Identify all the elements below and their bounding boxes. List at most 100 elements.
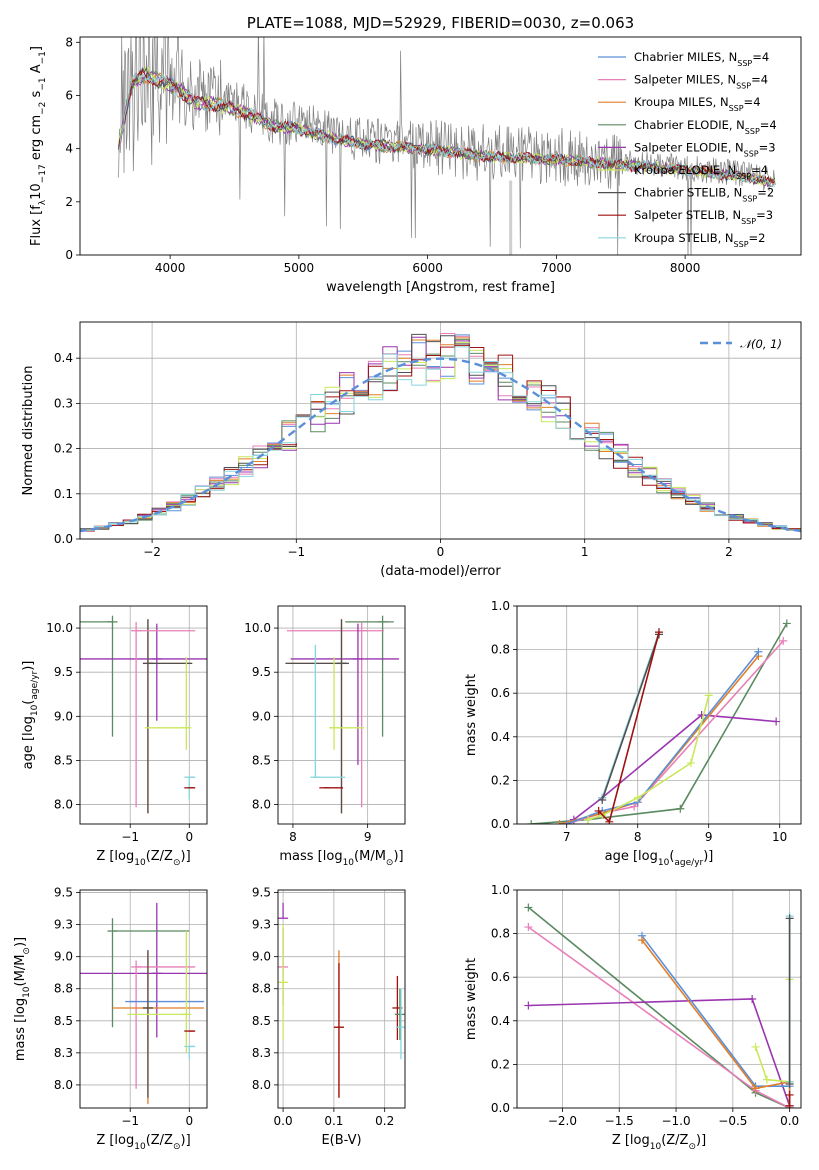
x-tick-label: 0 <box>185 1114 193 1128</box>
y-tick-label: 9.0 <box>54 950 73 964</box>
x-axis-label-part: 10 <box>134 858 146 868</box>
axes-frame <box>277 605 406 825</box>
y-axis-label-part: 10 <box>30 704 40 716</box>
x-tick-label: −1 <box>121 830 139 844</box>
x-tick-label: −2.0 <box>548 1114 577 1128</box>
series-marker <box>751 1042 760 1051</box>
x-tick-label: 2 <box>725 545 733 559</box>
series-marker <box>785 1090 794 1099</box>
x-axis-label: wavelength [Angstrom, rest frame] <box>326 280 555 295</box>
legend: 𝒩(0, 1) <box>700 337 782 351</box>
y-tick-label: 0.6 <box>491 970 510 984</box>
x-tick-label: 0.0 <box>780 1114 799 1128</box>
legend-sub: SSP <box>736 172 751 181</box>
series-marker <box>633 793 642 802</box>
series-line <box>754 979 791 1083</box>
legend-model-name: Chabrier STELIB <box>634 186 726 200</box>
y-tick-label: 9.5 <box>252 665 271 679</box>
y-axis-label-part: −1 <box>38 51 48 64</box>
y-tick-label: 9.0 <box>54 709 73 723</box>
y-tick-label: 8.5 <box>252 753 271 767</box>
x-tick-label: 8000 <box>670 261 701 275</box>
legend-label: Chabrier ELODIE, NSSP=4 <box>634 118 777 136</box>
axes-mass-weight-vs-Z: −2.0 −1.5 −1.0 −0.5 0.0 0.0 0.2 0.4 0.6 0.8 1.0 Z [… <box>464 883 802 1152</box>
series-marker <box>754 647 763 656</box>
y-axis-label-part: )] <box>21 661 36 671</box>
x-tick-label: 8 <box>289 830 297 844</box>
legend-eq: = <box>760 118 770 132</box>
y-tick-label: 8.5 <box>54 1014 73 1028</box>
legend-model-name: Salpeter ELODIE <box>634 140 728 154</box>
y-tick-label: 8.8 <box>252 982 271 996</box>
y-tick-label: 10.0 <box>244 621 271 635</box>
plot-area <box>80 890 207 1108</box>
model-spectrum-line <box>118 72 775 187</box>
y-axis-label-part: s <box>29 90 44 101</box>
x-axis-label-part: )] <box>393 849 403 864</box>
y-axis-label-part: ] <box>29 46 44 51</box>
y-axis-label-part: 10 <box>22 986 32 998</box>
x-axis-label-part: )] <box>696 1133 706 1148</box>
axes-frame <box>516 889 802 1109</box>
legend-sep: , N <box>718 231 734 245</box>
y-tick-label: 8.0 <box>252 798 271 812</box>
legend-sub: SSP <box>744 149 759 158</box>
axes-age-vs-mass: 8 9 8.0 8.5 9.0 9.5 10.0 mass [log10(M/M⊙)] <box>244 605 406 868</box>
x-tick-label: 7 <box>563 830 571 844</box>
x-axis-label-part: )] <box>181 1133 191 1148</box>
legend-model-name: Kroupa ELODIE <box>634 163 720 177</box>
x-tick-label: −1 <box>121 1114 139 1128</box>
y-tick-label: 9.3 <box>252 918 271 932</box>
series-marker <box>524 903 533 912</box>
legend-label: Salpeter ELODIE, NSSP=3 <box>634 140 776 158</box>
series-line <box>531 623 788 824</box>
y-axis-label: mass [log10(M/M⊙)] <box>13 937 32 1061</box>
y-axis-label: mass weight <box>464 674 479 756</box>
y-tick-label: 9.3 <box>54 918 73 932</box>
series-line <box>527 906 790 1108</box>
series-line <box>573 714 777 821</box>
y-axis-label-part: mass [log <box>13 998 28 1061</box>
y-axis-label: Flux [fλ10−17 erg cm−2 s−1 A−1] <box>29 46 48 246</box>
y-axis-label: Normed distribution <box>21 366 36 496</box>
axes-frame <box>277 889 406 1109</box>
x-axis-label-part: mass [log <box>279 849 342 864</box>
legend-label: Kroupa MILES, NSSP=4 <box>634 95 761 113</box>
x-tick-label: 0.1 <box>324 1114 343 1128</box>
x-axis-label-part: (Z/Z <box>661 1133 688 1148</box>
y-tick-label: 10.0 <box>46 621 73 635</box>
legend-nssp: 3 <box>766 208 773 222</box>
legend-nssp: 3 <box>768 140 775 154</box>
y-axis-label-part: erg cm <box>29 115 44 164</box>
y-axis-label-part: A <box>29 64 44 77</box>
plot-area <box>278 890 405 1108</box>
y-tick-label: 4 <box>65 142 73 156</box>
series-marker <box>704 691 713 700</box>
x-tick-label: −1 <box>287 545 305 559</box>
x-axis-label-part: ⊙ <box>386 858 394 868</box>
legend-sep: , N <box>713 95 729 109</box>
x-axis-label-part: (M/M <box>354 849 386 864</box>
series-marker <box>785 1101 794 1108</box>
series-marker <box>605 817 614 824</box>
legend-eq: = <box>744 95 754 109</box>
plot-area <box>517 890 801 1108</box>
x-tick-label: 7000 <box>541 261 572 275</box>
y-axis-label-part: )] <box>13 937 28 947</box>
y-tick-label: 9.5 <box>54 665 73 679</box>
legend-nssp: 4 <box>761 73 768 87</box>
x-axis-label: E(B-V) <box>321 1133 361 1148</box>
series-marker <box>785 1080 794 1089</box>
legend-label: Kroupa ELODIE, NSSP=4 <box>634 163 768 181</box>
y-axis-label-part: ⊙ <box>22 947 32 955</box>
y-axis-label-part: −2 <box>38 102 48 115</box>
series-marker <box>555 820 564 824</box>
y-tick-label: 0.4 <box>491 1014 510 1028</box>
y-tick-label: 0.3 <box>54 396 73 410</box>
x-tick-label: 0.2 <box>375 1114 394 1128</box>
y-axis-label: age [log10(age/yr)] <box>21 661 40 770</box>
histogram-step <box>80 344 801 533</box>
legend-eq: = <box>749 231 759 245</box>
